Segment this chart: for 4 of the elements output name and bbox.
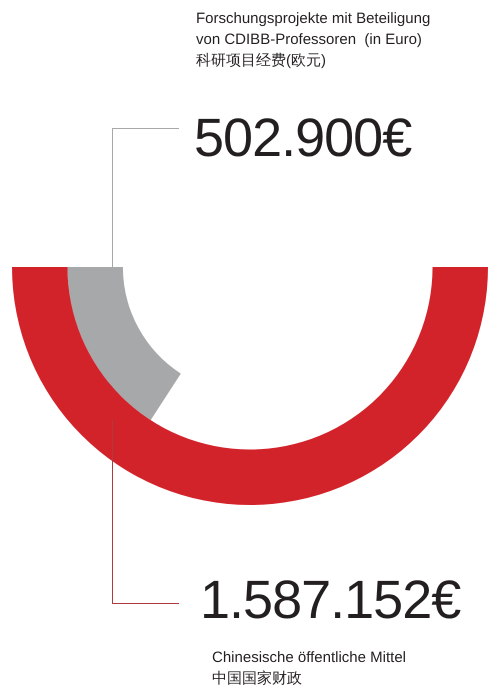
category-label: Forschungsprojekte mit Beteiligung von CDIBB-Professoren (in Euro) 科研项目经费(欧元) [196,9,430,71]
data-label: 1.587.152€ [200,570,460,630]
data-label: 502.900€ [194,108,412,168]
category-label: Chinesische öffentliche Mittel 中国国家财政 [212,648,406,689]
